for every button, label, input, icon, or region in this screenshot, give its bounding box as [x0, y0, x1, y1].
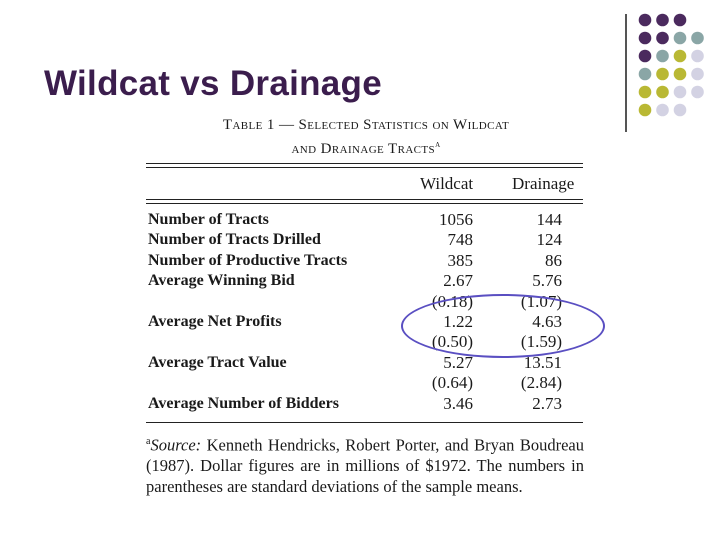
decorative-dot	[638, 103, 652, 117]
row-label: Average Tract Value	[148, 353, 287, 371]
table-top-rule	[146, 163, 583, 164]
footnote-source-label: Source:	[150, 435, 202, 455]
row-label: Average Number of Bidders	[148, 394, 339, 412]
decorative-dot	[691, 85, 704, 99]
footnote-marker: a	[146, 436, 151, 447]
cell-drainage: 2.73	[532, 393, 562, 413]
decorative-divider-line	[625, 14, 627, 132]
decorative-dot	[638, 49, 652, 63]
decorative-dot	[656, 103, 669, 117]
row-label: Number of Tracts	[148, 211, 269, 228]
decorative-dot	[638, 85, 652, 99]
table-header-rule-double	[146, 203, 583, 204]
decorative-dot	[656, 49, 669, 63]
column-header-drainage: Drainage	[512, 174, 575, 193]
table-caption-line1: Table 1 — Selected Statistics on Wildcat	[222, 117, 510, 133]
table-caption: Table 1 — Selected Statistics on Wildcat…	[146, 116, 586, 159]
cell-wildcat: 5.27	[443, 352, 473, 372]
table-bottom-rule	[146, 422, 583, 423]
row-label: Average Winning Bid	[148, 272, 295, 290]
decorative-dot	[656, 67, 669, 81]
cell-wildcat: 3.46	[443, 393, 473, 413]
cell-drainage: 5.76	[532, 271, 562, 291]
footnote-text: Kenneth Hendricks, Robert Porter, and Br…	[146, 435, 584, 496]
decorative-dot	[673, 103, 687, 117]
decorative-dot	[673, 85, 687, 99]
decorative-dot	[638, 67, 652, 81]
slide-title: Wildcat vs Drainage	[44, 64, 382, 103]
decorative-dot	[691, 67, 704, 81]
table-caption-line2: and Drainage Tracts	[291, 141, 436, 157]
decorative-dot	[656, 31, 669, 45]
highlight-ellipse	[401, 294, 605, 358]
cell-drainage: 13.51	[523, 352, 562, 372]
cell-drainage: (2.84)	[520, 373, 562, 393]
table-top-rule-double	[146, 167, 583, 168]
decorative-dot	[673, 67, 687, 81]
row-label: Average Net Profits	[148, 313, 282, 330]
decorative-dot	[656, 85, 669, 99]
table-header-rule	[146, 199, 583, 200]
column-header-wildcat: Wildcat	[420, 174, 474, 193]
cell-drainage: 144	[536, 210, 563, 229]
table-caption-superscript: a	[435, 139, 441, 150]
decorative-dot	[638, 13, 652, 27]
cell-drainage: 86	[545, 250, 562, 270]
decorative-dot	[673, 49, 687, 63]
decorative-dot	[691, 31, 704, 45]
cell-wildcat: 2.67	[443, 271, 473, 291]
decorative-dot	[656, 13, 669, 27]
cell-drainage: 124	[536, 230, 563, 250]
table-footnote: aSource: Kenneth Hendricks, Robert Porte…	[146, 432, 584, 497]
row-label: Number of Tracts Drilled	[148, 231, 321, 249]
cell-wildcat: (0.64)	[431, 373, 473, 393]
decorative-dot	[673, 13, 687, 27]
row-label: Number of Productive Tracts	[148, 251, 348, 269]
cell-wildcat: 385	[447, 250, 474, 270]
decorative-dot	[691, 49, 704, 63]
cell-wildcat: 1056	[439, 210, 473, 229]
decorative-dot	[673, 31, 687, 45]
cell-wildcat: 748	[447, 230, 474, 250]
decorative-dot	[638, 31, 652, 45]
decorative-dot-grid	[638, 13, 704, 117]
